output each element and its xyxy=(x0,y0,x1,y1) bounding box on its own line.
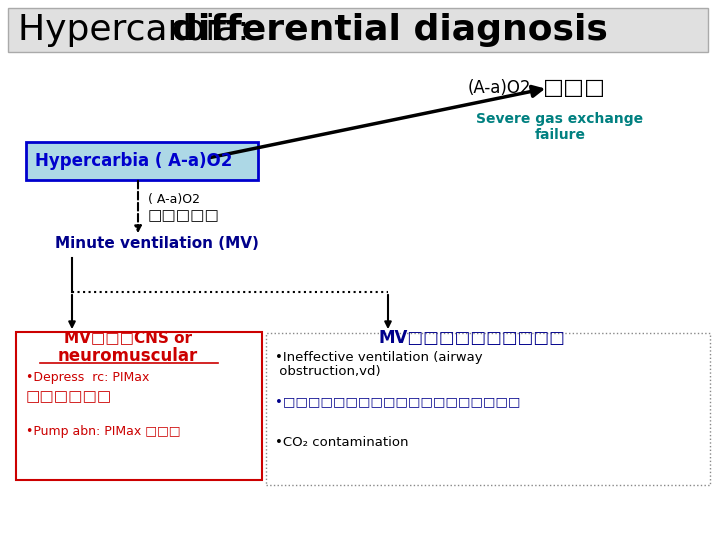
FancyBboxPatch shape xyxy=(26,142,258,180)
Text: □□□□□□: □□□□□□ xyxy=(26,389,112,404)
Text: □□□□□: □□□□□ xyxy=(148,208,220,224)
Text: MV□□□CNS or: MV□□□CNS or xyxy=(64,330,192,346)
FancyBboxPatch shape xyxy=(8,8,708,52)
Text: Minute ventilation (MV): Minute ventilation (MV) xyxy=(55,237,259,252)
FancyBboxPatch shape xyxy=(16,332,262,480)
Text: Severe gas exchange
failure: Severe gas exchange failure xyxy=(477,112,644,142)
Text: ( A-a)O2: ( A-a)O2 xyxy=(148,193,200,206)
Text: •Pump abn: PIMax □□□: •Pump abn: PIMax □□□ xyxy=(26,426,181,438)
Text: MV□□□□□□□□□□: MV□□□□□□□□□□ xyxy=(378,329,565,347)
Text: •CO₂ contamination: •CO₂ contamination xyxy=(275,435,408,449)
Text: Hypercarbia ( A-a)O2: Hypercarbia ( A-a)O2 xyxy=(35,152,233,170)
FancyBboxPatch shape xyxy=(266,333,710,485)
Text: obstruction,vd): obstruction,vd) xyxy=(275,366,381,379)
Text: differential diagnosis: differential diagnosis xyxy=(172,13,608,47)
Text: (A-a)O2: (A-a)O2 xyxy=(468,79,531,97)
Text: neuromuscular: neuromuscular xyxy=(58,347,198,365)
Text: Hypercarbia:: Hypercarbia: xyxy=(18,13,261,47)
Text: •Ineffective ventilation (airway: •Ineffective ventilation (airway xyxy=(275,352,482,365)
Text: •Depress  rc: PIMax: •Depress rc: PIMax xyxy=(26,370,149,383)
Text: □□□: □□□ xyxy=(543,78,606,98)
Text: •□□□□□□□□□□□□□□□□□□□: •□□□□□□□□□□□□□□□□□□□ xyxy=(275,395,521,408)
